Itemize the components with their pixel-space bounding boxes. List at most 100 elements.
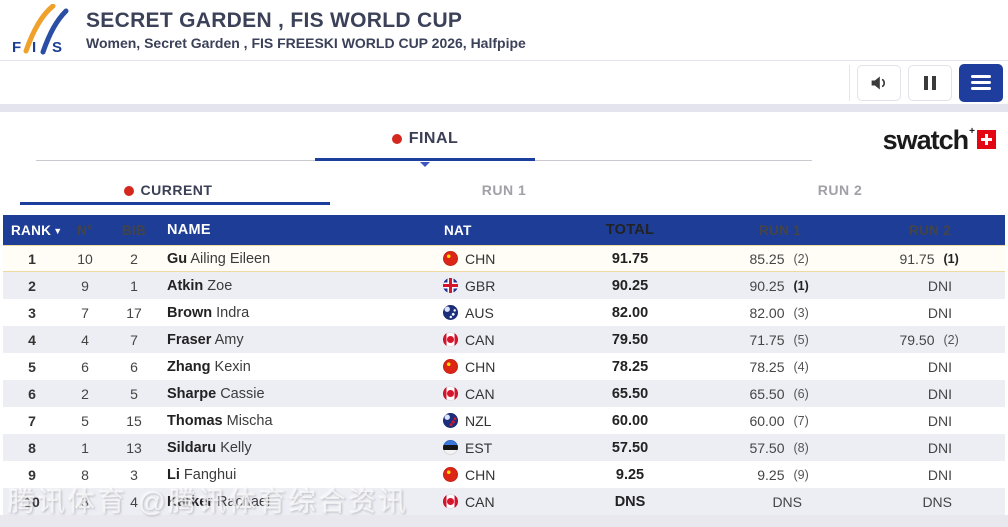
bib-cell: 13 xyxy=(126,439,142,456)
run2-cell: DNI xyxy=(927,304,952,321)
number-cell: 4 xyxy=(81,331,89,348)
final-tab-underline xyxy=(315,158,535,161)
event-title: SECRET GARDEN , FIS WORLD CUP xyxy=(86,9,463,32)
column-header-bib[interactable]: BIB xyxy=(121,222,147,238)
nation-cell: CAN xyxy=(437,494,555,510)
total-cell: 91.75 xyxy=(611,250,649,267)
rank-cell: 7 xyxy=(28,412,36,429)
column-header-nat[interactable]: NAT xyxy=(444,222,472,238)
pause-button[interactable] xyxy=(908,64,952,101)
run2-cell: 79.50 (2) xyxy=(899,331,959,348)
svg-text:S: S xyxy=(52,39,62,56)
table-row[interactable]: 9 8 3 Li Fanghui CHN 9.25 9.25 (9) DNI xyxy=(3,461,1005,488)
svg-text:I: I xyxy=(32,39,36,56)
tab-run2[interactable]: RUN 2 xyxy=(817,182,863,198)
run1-cell: 60.00 (7) xyxy=(749,412,809,429)
table-row[interactable]: 2 9 1 Atkin Zoe GBR 90.25 90.25 (1) DNI xyxy=(3,272,1005,299)
total-cell: 79.50 xyxy=(611,331,649,348)
table-row[interactable]: 5 6 6 Zhang Kexin CHN 78.25 78.25 (4) DNI xyxy=(3,353,1005,380)
bib-cell: 2 xyxy=(130,250,138,267)
athlete-name: Thomas Mischa xyxy=(167,412,273,429)
tab-run1[interactable]: RUN 1 xyxy=(481,182,527,198)
sponsor-wordmark: swatch xyxy=(882,125,970,155)
run-subtabs: CURRENT RUN 1 RUN 2 xyxy=(0,182,1008,198)
total-cell: 90.25 xyxy=(611,277,649,294)
number-cell: 6 xyxy=(81,358,89,375)
bib-cell: 17 xyxy=(126,304,142,321)
total-cell: 9.25 xyxy=(615,466,645,483)
run1-cell: 85.25 (2) xyxy=(749,250,809,267)
event-header: F I S SECRET GARDEN , FIS WORLD CUP Wome… xyxy=(0,0,1008,60)
run2-cell: DNI xyxy=(927,439,952,456)
column-header-run2[interactable]: RUN 2 xyxy=(908,222,951,238)
flag-icon xyxy=(443,467,458,482)
athlete-name: Li Fanghui xyxy=(167,466,237,483)
bib-cell: 7 xyxy=(130,331,138,348)
column-header-run1[interactable]: RUN 1 xyxy=(758,222,801,238)
number-cell: 10 xyxy=(77,250,93,267)
number-cell: 7 xyxy=(81,304,89,321)
athlete-name: Gu Ailing Eileen xyxy=(167,250,271,267)
current-tab-underline xyxy=(20,202,330,205)
sound-button[interactable] xyxy=(857,64,901,101)
sponsor-logo[interactable]: swatch + xyxy=(883,126,996,154)
number-cell: 5 xyxy=(81,412,89,429)
nation-code: CHN xyxy=(465,358,496,375)
column-header-total[interactable]: TOTAL xyxy=(605,222,655,238)
results-table: RANK ▼ N° BIB NAME NAT TOTAL RUN 1 RUN 2 … xyxy=(3,215,1005,515)
rank-cell: 10 xyxy=(24,493,40,510)
nation-cell: CHN xyxy=(437,359,555,375)
athlete-name: Atkin Zoe xyxy=(167,277,233,294)
run2-cell: 91.75 (1) xyxy=(899,250,959,267)
table-row[interactable]: 6 2 5 Sharpe Cassie CAN 65.50 65.50 (6) D… xyxy=(3,380,1005,407)
flag-icon xyxy=(443,494,458,509)
rank-cell: 5 xyxy=(28,358,36,375)
athlete-name: Sharpe Cassie xyxy=(167,385,265,402)
total-cell: DNS xyxy=(614,493,646,510)
table-row[interactable]: 10 3 4 Karker Rachael CAN DNS DNS DNS xyxy=(3,488,1005,515)
nation-code: EST xyxy=(465,439,493,456)
run1-cell: 71.75 (5) xyxy=(749,331,809,348)
nation-cell: AUS xyxy=(437,305,555,321)
athlete-name: Sildaru Kelly xyxy=(167,439,252,456)
bib-cell: 15 xyxy=(126,412,142,429)
tab-final[interactable]: FINAL xyxy=(315,130,535,148)
rank-cell: 4 xyxy=(28,331,36,348)
number-cell: 1 xyxy=(81,439,89,456)
nation-code: CAN xyxy=(465,331,495,348)
tab-final-label: FINAL xyxy=(408,130,459,147)
tab-current-label: CURRENT xyxy=(140,182,213,198)
nation-code: GBR xyxy=(465,277,496,294)
bib-cell: 5 xyxy=(130,385,138,402)
table-row[interactable]: 8 1 13 Sildaru Kelly EST 57.50 57.50 (8) … xyxy=(3,434,1005,461)
toolbar-divider xyxy=(849,64,850,101)
current-dot-icon xyxy=(123,186,134,196)
total-cell: 82.00 xyxy=(611,304,649,321)
table-row[interactable]: 4 4 7 Fraser Amy CAN 79.50 71.75 (5) 79.5… xyxy=(3,326,1005,353)
number-cell: 8 xyxy=(81,466,89,483)
sponsor-cross-mark: + xyxy=(969,126,975,137)
toolbar xyxy=(0,60,1008,105)
column-header-number[interactable]: N° xyxy=(77,222,93,238)
flag-icon xyxy=(443,251,458,266)
sort-triangle-icon: ▼ xyxy=(53,225,61,236)
column-header-rank[interactable]: RANK ▼ xyxy=(11,222,61,238)
column-header-name[interactable]: NAME xyxy=(167,222,211,238)
total-cell: 65.50 xyxy=(611,385,649,402)
menu-button[interactable] xyxy=(959,63,1003,102)
hamburger-menu-icon xyxy=(971,75,991,90)
flag-icon xyxy=(443,440,458,455)
nation-code: AUS xyxy=(465,304,494,321)
toolbar-bottom-strip xyxy=(0,105,1008,112)
total-cell: 60.00 xyxy=(611,412,649,429)
flag-icon xyxy=(443,413,458,428)
flag-icon xyxy=(443,386,458,401)
table-row[interactable]: 3 7 17 Brown Indra AUS 82.00 82.00 (3) DN… xyxy=(3,299,1005,326)
run2-cell: DNI xyxy=(927,385,952,402)
swiss-cross-icon xyxy=(977,130,996,149)
tab-current[interactable]: CURRENT xyxy=(0,182,336,198)
nation-code: CAN xyxy=(465,493,495,510)
table-row[interactable]: 1 10 2 Gu Ailing Eileen CHN 91.75 85.25(… xyxy=(3,245,1005,272)
rank-cell: 3 xyxy=(28,304,36,321)
table-row[interactable]: 7 5 15 Thomas Mischa NZL 60.00 60.00 (7) … xyxy=(3,407,1005,434)
